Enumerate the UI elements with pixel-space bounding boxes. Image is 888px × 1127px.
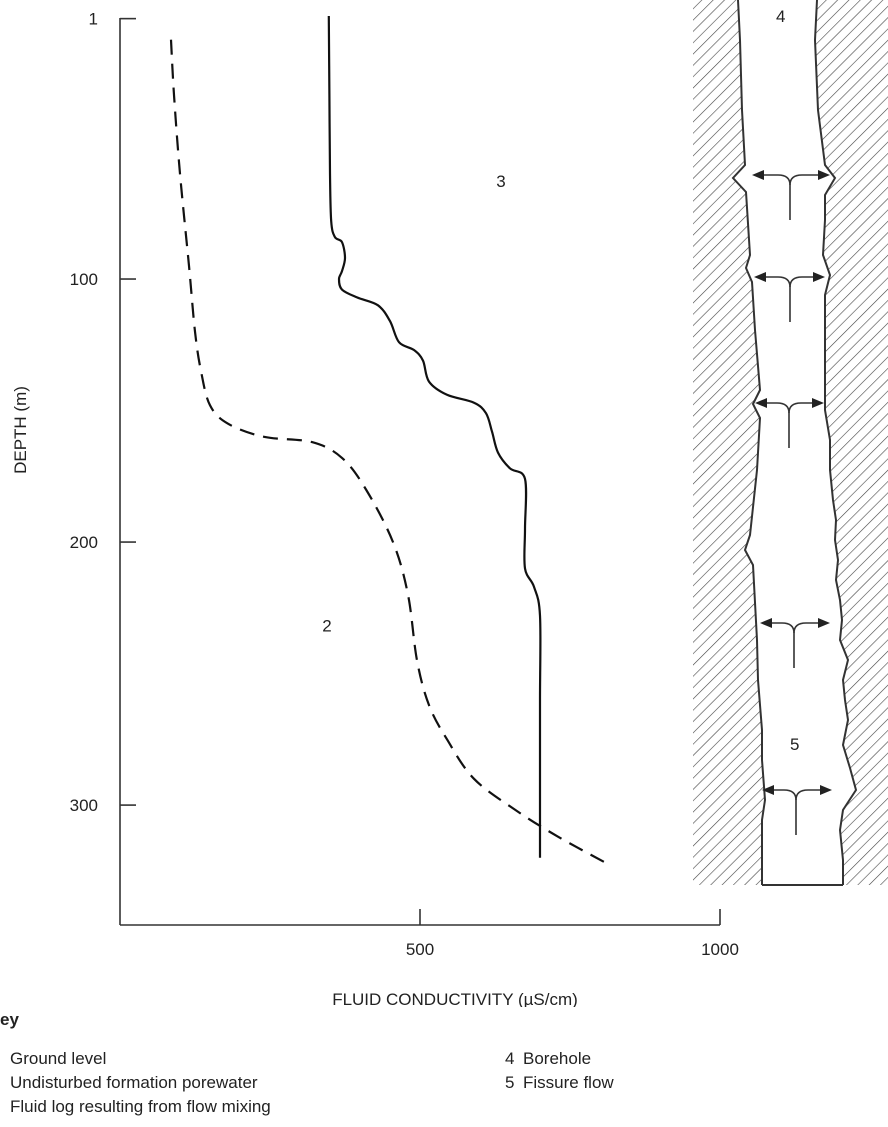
fissure-flow-arrows [752,170,832,835]
key-right-column: 4 Borehole 5 Fissure flow [505,1047,614,1095]
key-item: 4 Borehole [505,1047,614,1071]
y-tick-label: 200 [70,533,98,552]
borehole-left-wall [731,0,767,885]
x-tick-label: 1000 [701,940,739,959]
key-item-text: Undisturbed formation porewater [10,1073,258,1092]
key-item-text: Fluid log resulting from flow mixing [10,1097,271,1116]
borehole-right-rock [815,0,888,885]
y-ticks: 1 100 200 300 [70,10,136,815]
key-item: Undisturbed formation porewater [10,1071,271,1095]
series-line-3 [327,15,542,858]
x-tick-label: 500 [406,940,434,959]
fissure-flow-label: 5 [790,735,799,754]
curve-label-2: 2 [322,616,331,635]
fissure-flow-arrow [762,785,832,835]
curve-annotations: 23 [322,172,505,636]
borehole-label: 4 [776,7,785,26]
series-line-2 [169,39,607,864]
key-item-text: Fissure flow [523,1073,614,1092]
fissure-flow-arrow [755,398,824,448]
key-item-number: 5 [505,1073,515,1092]
x-ticks: 500 1000 [406,909,739,959]
y-tick-label: 1 [89,10,98,29]
key-item: Ground level [10,1047,271,1071]
curve-label-3: 3 [496,172,505,191]
x-axis: 500 1000 FLUID CONDUCTIVITY (µS/cm) [120,909,739,1007]
figure: 1 100 200 300 DEPTH (m) 500 1000 FLUID CONDU… [11,0,888,1007]
key-left-column: Ground level Undisturbed formation porewa… [10,1047,271,1119]
fissure-flow-arrow [754,272,825,322]
y-axis: 1 100 200 300 DEPTH (m) [11,10,136,925]
key-item: 5 Fissure flow [505,1071,614,1095]
borehole-diagram: 4 5 [693,0,888,886]
borehole-right-wall [813,0,858,885]
key-heading: ey [0,1010,19,1029]
y-tick-label: 300 [70,796,98,815]
key-item-text: Borehole [523,1049,592,1068]
borehole-left-rock [693,0,765,885]
fissure-flow-arrow [760,618,830,668]
series [169,15,607,864]
key-item-text: Ground level [10,1049,107,1068]
y-axis-title: DEPTH (m) [11,386,30,474]
fissure-flow-arrow [752,170,830,220]
key-item-number: 4 [505,1049,515,1068]
x-axis-title: FLUID CONDUCTIVITY (µS/cm) [332,990,578,1007]
key-item: Fluid log resulting from flow mixing [10,1095,271,1119]
y-tick-label: 100 [70,270,98,289]
